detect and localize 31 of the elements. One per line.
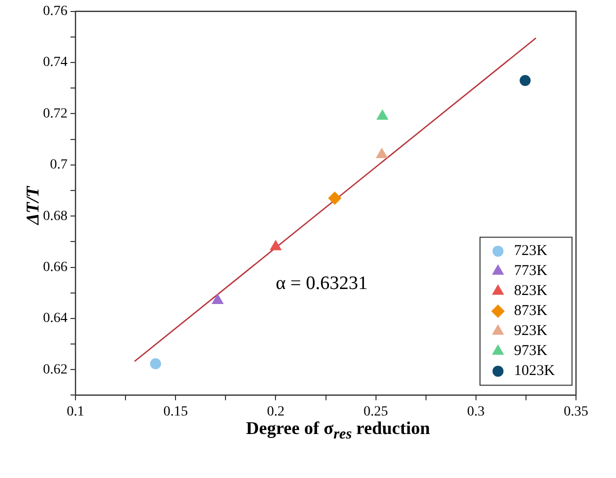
x-tick-label: 0.15: [163, 404, 188, 420]
point: [520, 74, 531, 86]
point: [212, 294, 224, 304]
y-tick-label: 0.68: [43, 208, 68, 224]
legend-label: 873K: [514, 303, 548, 320]
x-tick-label: 0.35: [564, 404, 588, 420]
legend-label: 973K: [514, 343, 548, 360]
x-tick-label: 0.3: [467, 404, 485, 420]
point: [376, 110, 388, 120]
y-tick-label: 0.74: [43, 55, 68, 70]
x-tick-label: 0.1: [66, 404, 84, 420]
y-axis-title: ΔT/T: [22, 186, 44, 225]
y-tick-label: 0.66: [43, 260, 68, 275]
legend-label: 923K: [514, 323, 548, 340]
y-tick-label: 0.76: [43, 4, 68, 20]
point: [150, 358, 162, 370]
x-axis-title: Degree of σ$_{res}$ reduction: [245, 418, 431, 444]
legend-label: 723K: [514, 243, 548, 260]
point: [328, 192, 342, 205]
y-tick-label: 0.62: [43, 362, 68, 378]
y-tick-label: 0.64: [43, 311, 68, 326]
legend-label: 823K: [514, 283, 548, 300]
legend-label: 773K: [514, 263, 548, 280]
point: [376, 148, 388, 158]
legend-label: 1023K: [514, 363, 555, 380]
x-tick-label: 0.2: [266, 404, 284, 420]
y-tick-label: 0.72: [43, 106, 68, 122]
point: [270, 240, 282, 250]
y-tick-label: 0.7: [50, 158, 68, 173]
x-tick-label: 0.25: [364, 404, 388, 420]
annotation: α = 0.63231: [276, 272, 368, 294]
